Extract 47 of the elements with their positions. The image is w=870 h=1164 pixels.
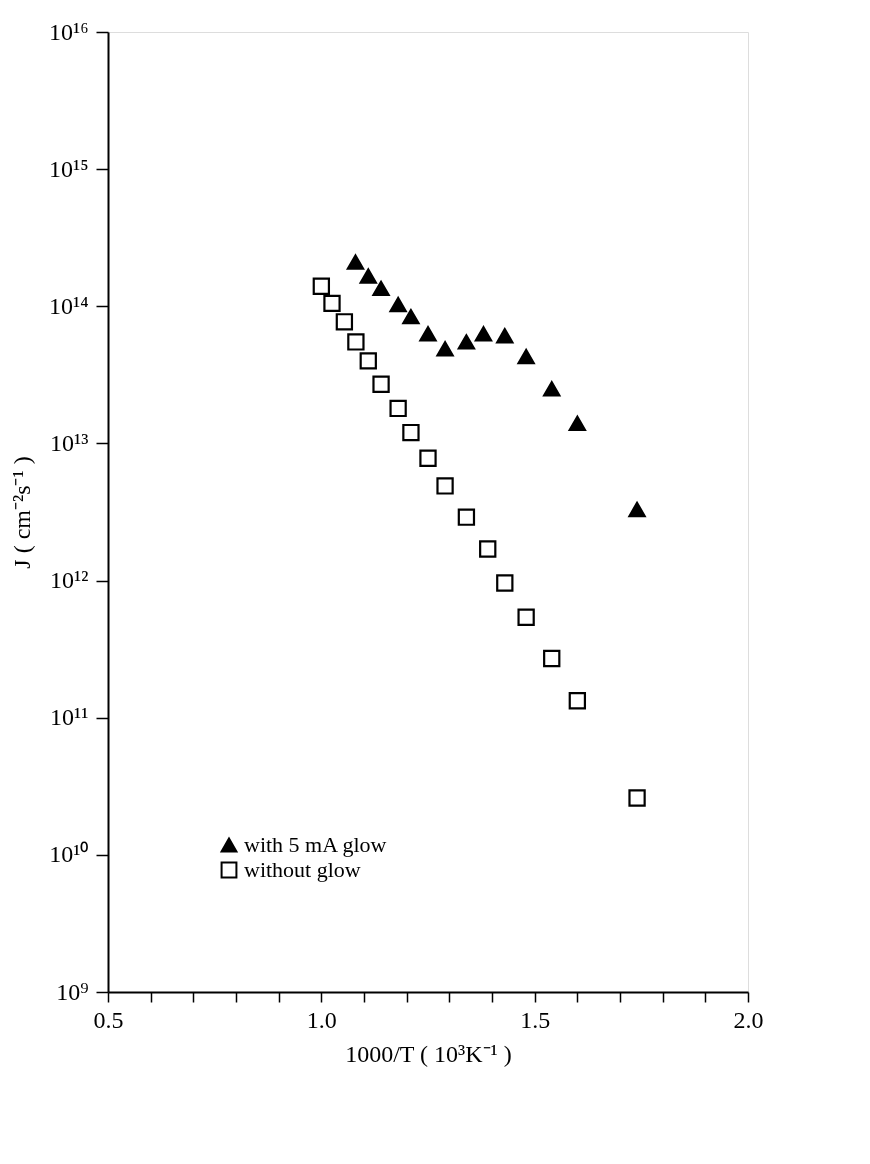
- y-tick-label: 10¹²: [50, 567, 89, 594]
- point: [359, 352, 377, 370]
- point: [347, 333, 365, 351]
- y-tick-label: 10⁹: [56, 978, 89, 1005]
- y-tick-label: 10¹⁰: [49, 841, 89, 868]
- point: [389, 296, 407, 313]
- point: [628, 789, 646, 807]
- point: [568, 415, 587, 432]
- point: [419, 326, 437, 342]
- point: [543, 381, 561, 397]
- x-tick-label: 1.5: [520, 1006, 551, 1033]
- point: [359, 268, 377, 284]
- point: [628, 501, 646, 518]
- point: [389, 399, 407, 418]
- point: [517, 348, 535, 365]
- point: [323, 294, 341, 313]
- y-tick-label: 10¹³: [50, 429, 89, 456]
- point: [436, 477, 454, 495]
- y-tick-label: 10¹⁵: [48, 155, 89, 182]
- point: [436, 341, 454, 357]
- point: [312, 277, 331, 295]
- legend-label: without glow: [244, 857, 361, 882]
- point: [479, 540, 497, 558]
- point: [474, 326, 493, 342]
- point: [372, 375, 390, 393]
- point: [568, 692, 587, 710]
- y-tick-label: 10¹⁶: [48, 18, 89, 45]
- point: [402, 423, 420, 442]
- x-tick-label: 2.0: [733, 1006, 764, 1033]
- point: [457, 508, 476, 526]
- point: [372, 280, 390, 297]
- point: [419, 449, 437, 467]
- point: [496, 328, 514, 344]
- x-tick-label: 0.5: [93, 1006, 124, 1033]
- point: [335, 313, 354, 331]
- x-tick-label: 1.0: [306, 1006, 337, 1033]
- y-tick-label: 10¹⁴: [48, 292, 89, 319]
- legend-label: with 5 mA glow: [244, 832, 387, 857]
- point: [346, 254, 365, 270]
- y-axis-title: J ( cm⁻²s⁻¹ ): [8, 456, 35, 569]
- point: [402, 309, 420, 325]
- y-tick-label: 10¹¹: [50, 704, 89, 731]
- point: [517, 608, 535, 626]
- point: [457, 334, 476, 350]
- x-axis-title: 1000/T ( 10³K⁻¹ ): [345, 1040, 512, 1067]
- point: [496, 574, 514, 592]
- point: [543, 649, 561, 668]
